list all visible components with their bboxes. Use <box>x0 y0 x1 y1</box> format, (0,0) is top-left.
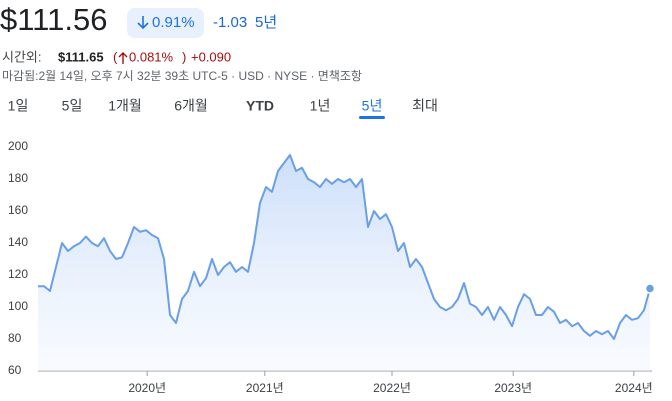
down-arrow <box>137 16 149 30</box>
paren: ) <box>182 49 186 64</box>
tab[interactable]: 5일 <box>62 98 83 114</box>
chart: 60 80 100 120 140 160 180 200 2020년 2021년 2022년 202… <box>8 139 656 395</box>
y-tick-label: 80 <box>8 331 22 345</box>
change-badge <box>127 8 204 38</box>
price: $111.56 <box>0 2 107 37</box>
tab[interactable]: 1일 <box>8 98 29 114</box>
price-line <box>38 154 651 340</box>
tab[interactable]: 5년 <box>362 98 383 114</box>
y-tick-label: 140 <box>8 235 28 249</box>
after-hours-pct: 0.081% <box>129 49 174 64</box>
after-hours-price: $111.65 <box>58 49 104 64</box>
tab[interactable]: YTD <box>246 98 274 114</box>
end-dot <box>644 283 656 294</box>
after-hours-abs: +0.090 <box>191 49 231 64</box>
x-tick-label: 2024년 <box>615 381 653 395</box>
tab[interactable]: 최대 <box>412 98 438 114</box>
x-tick-label: 2022년 <box>373 381 411 395</box>
paren: ( <box>113 49 118 64</box>
x-tick-label: 2020년 <box>128 381 166 395</box>
y-tick-label: 100 <box>8 299 28 313</box>
y-tick-label: 120 <box>8 267 28 281</box>
tab[interactable]: 6개월 <box>174 98 208 114</box>
after-hours-label: 시간외: <box>2 49 42 64</box>
y-tick-label: 180 <box>8 171 28 185</box>
y-tick-label: 60 <box>8 363 22 377</box>
area-fill <box>38 155 650 371</box>
change-pct: 0.91% <box>152 14 195 31</box>
change-abs: -1.03 <box>213 14 247 31</box>
tab[interactable]: 1개월 <box>108 98 142 114</box>
tab[interactable]: 1년 <box>310 98 331 114</box>
x-tick-label: 2021년 <box>246 381 284 395</box>
y-tick-label: 200 <box>8 139 28 153</box>
y-tick-label: 160 <box>8 203 28 217</box>
tabs: 1일 5일 1개월 6개월 YTD 1년 5년 최대 <box>8 98 438 119</box>
change-period: 5년 <box>255 14 277 31</box>
closed-note: 마감됨:2월 14일, 오후 7시 32분 39초 UTC-5 · USD · … <box>2 68 362 83</box>
tab-underline <box>359 116 385 119</box>
up-arrow <box>118 52 128 64</box>
x-tick-label: 2023년 <box>494 381 532 395</box>
